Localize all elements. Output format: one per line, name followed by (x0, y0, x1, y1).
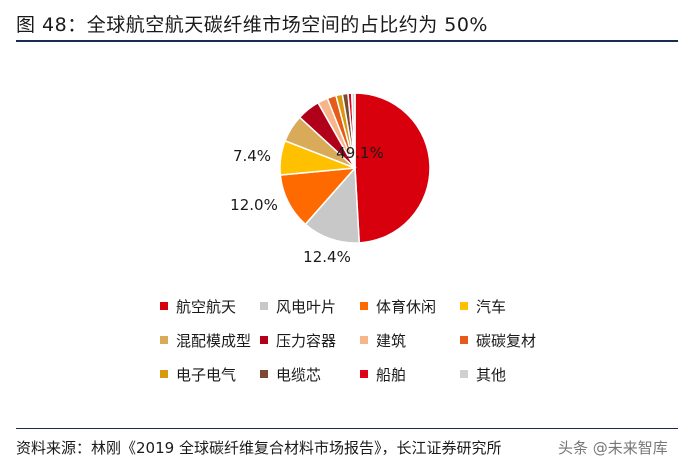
legend-swatch (260, 370, 268, 378)
legend-label: 船舶 (376, 365, 407, 384)
legend-swatch (360, 370, 368, 378)
legend-item: 航空航天 (160, 296, 260, 316)
legend-label: 建筑 (376, 331, 407, 350)
pie-slice (350, 92, 356, 169)
pie-slices (279, 92, 431, 244)
legend-swatch (360, 302, 368, 310)
legend-item: 电子电气 (160, 364, 260, 384)
source-note: 资料来源：林刚《2019 全球碳纤维复合材料市场报告》，长江证券研究所 (16, 439, 502, 457)
source-rule (16, 428, 678, 429)
pie-slice (304, 166, 361, 244)
watermark: 头条 @未来智库 (558, 439, 668, 457)
legend-item: 建筑 (360, 330, 460, 350)
pie-data-label: 49.1% (336, 144, 384, 162)
legend-swatch (460, 370, 468, 378)
legend-swatch (160, 302, 168, 310)
legend-swatch (260, 302, 268, 310)
legend-swatch (160, 336, 168, 344)
pie-data-label: 7.4% (233, 147, 271, 165)
pie-labels: 49.1% 12.4% 12.0% 7.4% (230, 144, 384, 266)
legend-item: 碳碳复材 (460, 330, 560, 350)
legend-label: 汽车 (476, 297, 507, 316)
legend-item: 压力容器 (260, 330, 360, 350)
legend-swatch (360, 336, 368, 344)
chart-title: 图 48：全球航空航天碳纤维市场空间的占比约为 50% (16, 14, 488, 36)
legend-label: 混配模成型 (176, 331, 252, 350)
title-rule (16, 40, 678, 42)
legend-swatch (260, 336, 268, 344)
legend-swatch (460, 336, 468, 344)
pie-slice (354, 92, 431, 244)
legend-item: 船舶 (360, 364, 460, 384)
legend-label: 体育休闲 (376, 297, 437, 316)
legend-item: 其他 (460, 364, 560, 384)
legend-label: 电缆芯 (276, 365, 322, 384)
legend-swatch (160, 370, 168, 378)
legend-item: 汽车 (460, 296, 560, 316)
legend-label: 风电叶片 (276, 297, 337, 316)
legend-label: 其他 (476, 365, 507, 384)
legend-label: 航空航天 (176, 297, 237, 316)
pie-data-label: 12.0% (230, 196, 278, 214)
pie-data-label: 12.4% (303, 248, 351, 266)
legend-item: 电缆芯 (260, 364, 360, 384)
legend-item: 混配模成型 (160, 330, 260, 350)
legend-item: 风电叶片 (260, 296, 360, 316)
legend: 航空航天 风电叶片 体育休闲 汽车混配模成型 压力容器 建筑 碳碳复材电子电气 电缆芯 船舶 其他 (160, 296, 580, 384)
legend-label: 碳碳复材 (476, 331, 537, 350)
legend-label: 电子电气 (176, 365, 237, 384)
legend-item: 体育休闲 (360, 296, 460, 316)
legend-label: 压力容器 (276, 331, 337, 350)
legend-swatch (460, 302, 468, 310)
